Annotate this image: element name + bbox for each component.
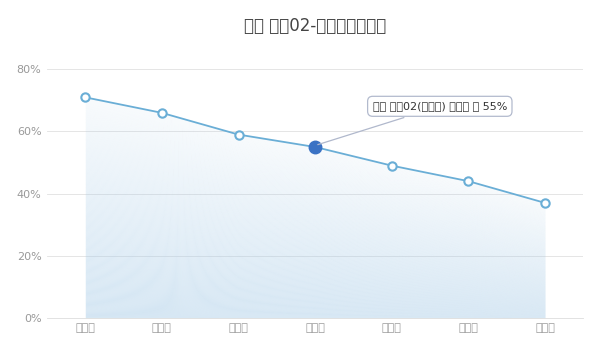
Text: 领克 领克02(保值率) 第四年 是 55%: 领克 领克02(保值率) 第四年 是 55% bbox=[318, 101, 507, 145]
Title: 领克 领克02-七年保值率走势: 领克 领克02-七年保值率走势 bbox=[244, 17, 386, 35]
